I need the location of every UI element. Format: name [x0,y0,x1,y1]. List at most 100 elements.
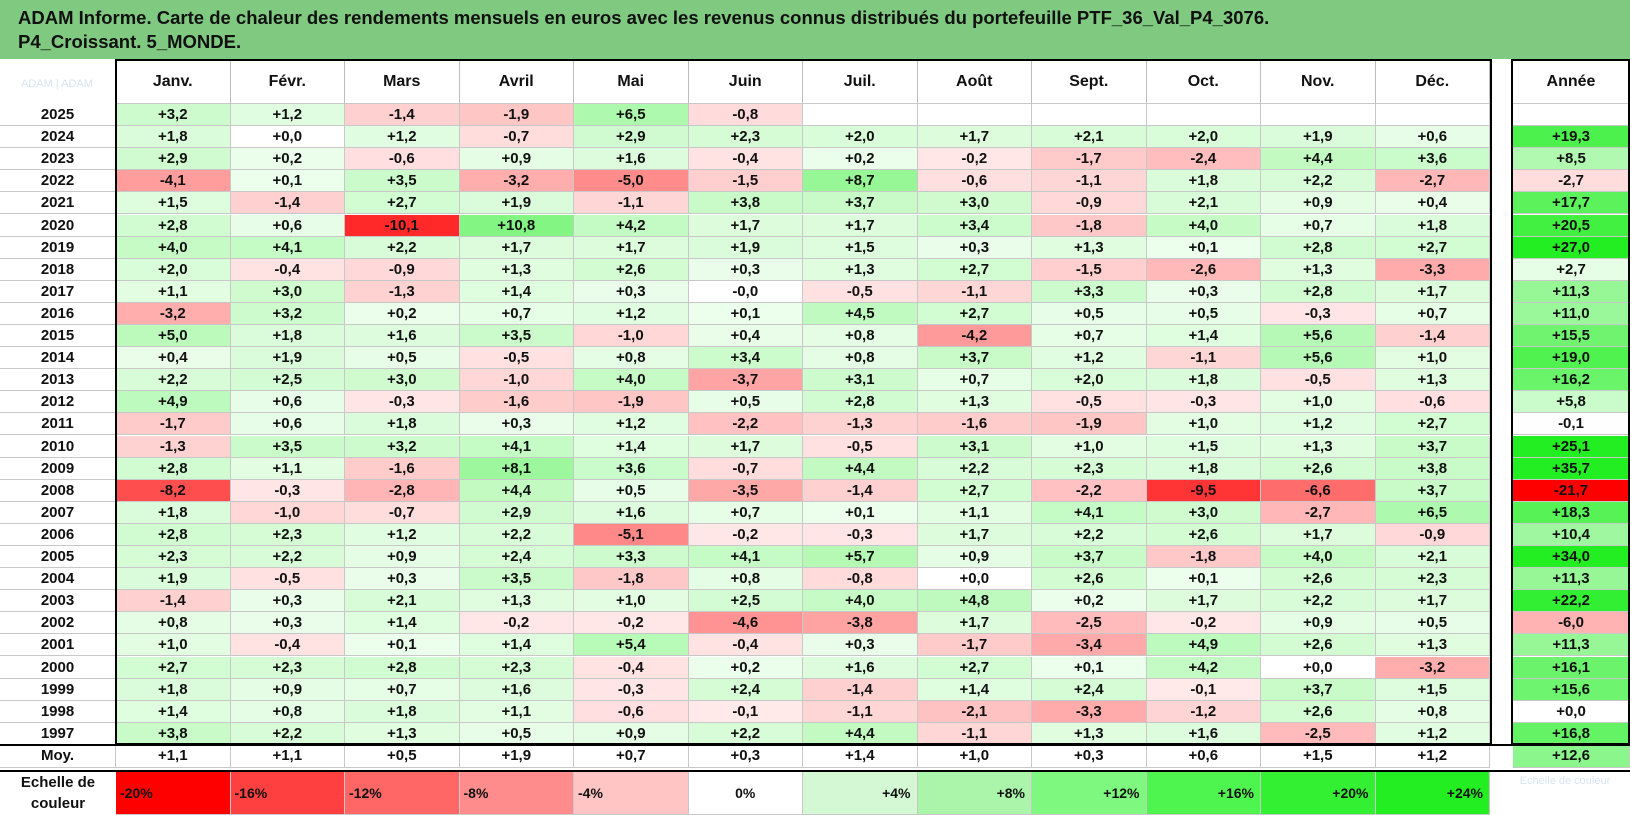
heatmap-cell: +5,6 [1261,325,1376,348]
heatmap-cell: -1,7 [917,634,1032,657]
heatmap-cell: +1,1 [116,280,231,303]
heatmap-cell: +0,7 [459,302,574,325]
heatmap-cell: +3,7 [917,347,1032,370]
heatmap-cell: +2,0 [803,126,918,149]
heatmap-cell: -0,4 [688,148,803,171]
annual-cell: +34,0 [1513,546,1630,569]
heatmap-cell: -1,1 [574,192,689,215]
annual-cell: +19,3 [1513,126,1630,149]
heatmap-cell: +2,1 [1146,192,1261,215]
heatmap-cell: -2,7 [1261,501,1376,524]
heatmap-cell: -1,4 [803,678,918,701]
heatmap-cell [803,104,918,127]
heatmap-cell: +0,1 [1032,656,1147,679]
heatmap-cell: -5,1 [574,523,689,546]
heatmap-cell: +1,4 [1146,325,1261,348]
average-cell: +0,3 [1032,744,1147,768]
year-label: 2016 [0,302,116,325]
annual-cell: +27,0 [1513,236,1630,259]
annual-cell: +16,2 [1513,369,1630,392]
annual-cell: +35,7 [1513,457,1630,480]
heatmap-cell: +1,3 [917,391,1032,414]
heatmap-cell: +3,2 [345,435,460,458]
heatmap-cell: +1,3 [1375,634,1490,657]
heatmap-cell: +0,5 [1032,302,1147,325]
heatmap-cell: -2,8 [345,479,460,502]
heatmap-cell: +0,8 [803,347,918,370]
heatmap-cell: +1,3 [1261,435,1376,458]
heatmap-cell: -6,6 [1261,479,1376,502]
heatmap-cell: +3,7 [803,192,918,215]
heatmap-cell: +3,1 [803,369,918,392]
heatmap-cell: +1,4 [459,280,574,303]
heatmap-cell: +0,4 [116,347,231,370]
color-scale-swatch: +8% [917,771,1032,815]
heatmap-cell: +3,0 [1146,501,1261,524]
heatmap-cell: -1,8 [1146,546,1261,569]
heatmap-cell: -3,5 [688,479,803,502]
heatmap-cell: +3,2 [230,302,345,325]
heatmap-cell: +4,8 [917,590,1032,613]
heatmap-cell: -0,5 [459,347,574,370]
heatmap-cell: -0,6 [345,148,460,171]
heatmap-cell: +1,7 [917,126,1032,149]
heatmap-cell: -2,2 [1032,479,1147,502]
color-scale-swatch: -20% [116,771,231,815]
heatmap-cell: +1,4 [917,678,1032,701]
year-label: 2009 [0,457,116,480]
heatmap-cell: -1,1 [917,280,1032,303]
year-label: 2019 [0,236,116,259]
year-label: 2024 [0,126,116,149]
heatmap-cell: -0,3 [1146,391,1261,414]
heatmap-cell: +1,3 [1261,258,1376,281]
heatmap-cell: +1,4 [574,435,689,458]
annual-cell: +15,5 [1513,325,1630,348]
heatmap-cell: +0,3 [230,590,345,613]
heatmap-cell: +1,0 [1146,413,1261,436]
heatmap-cell: +2,2 [459,523,574,546]
heatmap-cell: -2,7 [1375,170,1490,193]
heatmap-cell: +4,1 [459,435,574,458]
heatmap-cell: -0,3 [345,391,460,414]
heatmap-cell: +1,8 [1375,214,1490,237]
heatmap-cell: +2,8 [1261,236,1376,259]
heatmap-cell: +0,8 [116,612,231,635]
heatmap-cell: -1,9 [574,391,689,414]
heatmap-cell: +2,7 [917,258,1032,281]
column-header: Mars [345,61,460,104]
heatmap-cell: -0,5 [803,435,918,458]
heatmap-cell: -1,1 [1146,347,1261,370]
average-cell: +1,5 [1261,744,1376,768]
column-header: Sept. [1032,61,1147,104]
heatmap-cell: +3,5 [459,568,574,591]
column-header: Avril [459,61,574,104]
average-cell: +0,6 [1146,744,1261,768]
heatmap-cell: +2,7 [1375,413,1490,436]
year-label: 2025 [0,104,116,127]
heatmap-cell: +1,7 [688,214,803,237]
heatmap-cell: -1,3 [345,280,460,303]
year-label: 2001 [0,634,116,657]
heatmap-cell: +1,2 [574,413,689,436]
heatmap-cell: +1,6 [803,656,918,679]
heatmap-cell: +1,6 [574,501,689,524]
heatmap-cell: +0,5 [1146,302,1261,325]
annual-cell: +19,0 [1513,347,1630,370]
title-line-2: P4_Croissant. 5_MONDE. [18,31,242,52]
heatmap-cell: +1,3 [459,590,574,613]
column-header: Mai [574,61,689,104]
year-label: 1997 [0,722,116,745]
annual-cell: -21,7 [1513,479,1630,502]
heatmap-cell [1261,104,1376,127]
color-scale-swatch: -8% [459,771,574,815]
heatmap-cell: -0,7 [459,126,574,149]
heatmap-cell: +4,1 [688,546,803,569]
heatmap-cell: +4,4 [803,457,918,480]
heatmap-cell: +2,2 [917,457,1032,480]
heatmap-cell: +0,4 [1375,192,1490,215]
color-scale-label-line-1: Echelle de [20,774,96,791]
heatmap-cell: +0,1 [803,501,918,524]
heatmap-cell: -1,6 [917,413,1032,436]
heatmap-cell: -3,2 [459,170,574,193]
heatmap-cell: -0,6 [917,170,1032,193]
